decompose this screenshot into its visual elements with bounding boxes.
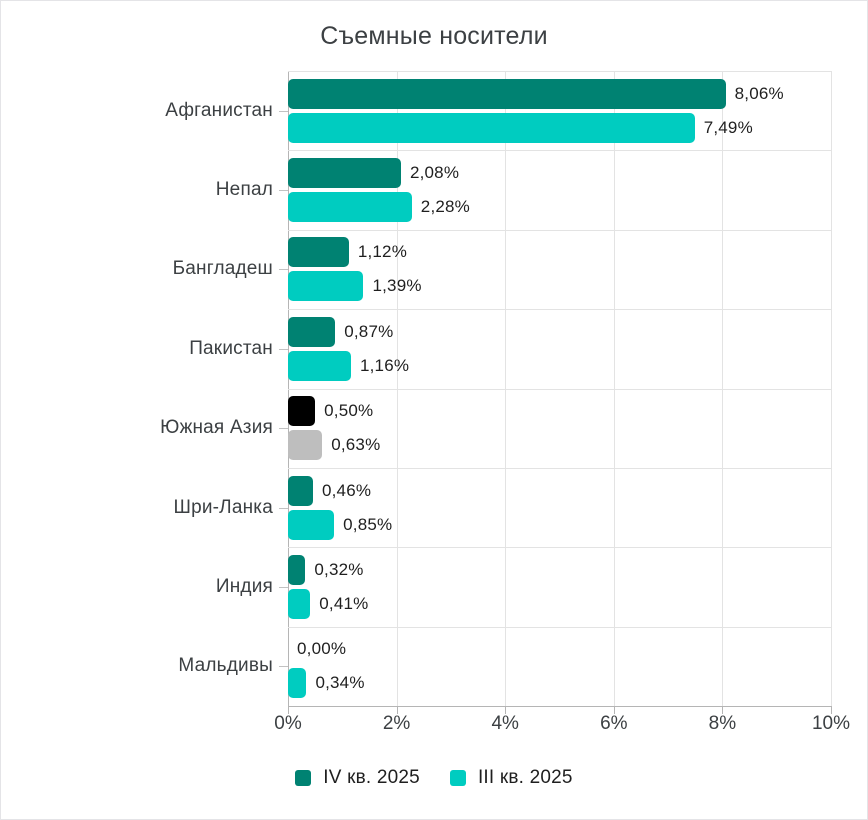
bar-q3-2025 [288, 192, 412, 223]
bar-value-label: 0,34% [315, 673, 365, 693]
x-axis-tick-label: 2% [382, 713, 411, 734]
legend-swatch-q4-2025 [295, 770, 312, 786]
row-separator [288, 229, 831, 231]
bar-value-label: 0,50% [324, 401, 374, 421]
plot-top-border [288, 71, 831, 72]
bar-q3-2025 [288, 271, 364, 302]
x-axis-tick-label: 4% [491, 713, 519, 734]
legend-label-q4-2025: IV кв. 2025 [323, 767, 420, 788]
bar-q3-2025 [288, 350, 351, 381]
category-axis-tick [279, 110, 288, 112]
category-axis-tick [279, 507, 288, 509]
bar-value-label: 0,46% [321, 480, 372, 500]
bar-q3-2025 [288, 588, 311, 619]
category-axis-tick [279, 269, 288, 271]
bar-value-label: 0,00% [297, 639, 347, 659]
legend-item-q3-2025: III кв. 2025 [449, 767, 573, 789]
category-axis-tick [279, 348, 288, 350]
bar-q4-2025 [288, 78, 726, 109]
category-axis-tick [279, 428, 288, 430]
bar-q4-2025 [288, 237, 349, 268]
category-label: Бангладеш [172, 258, 273, 280]
x-axis-tick-label: 6% [600, 713, 628, 734]
gridline-vertical [831, 71, 832, 706]
legend-swatch-q3-2025 [449, 770, 466, 786]
row-separator [288, 309, 831, 311]
x-axis-tick [831, 706, 832, 714]
bar-q4-2025 [288, 158, 401, 189]
category-axis-tick [279, 190, 288, 192]
x-axis-tick [288, 706, 289, 714]
row-separator [288, 467, 831, 469]
bar-q4-2025 [288, 475, 313, 506]
category-label: Пакистан [189, 337, 273, 359]
bar-q4-2025 [288, 316, 336, 347]
row-separator [288, 150, 831, 152]
bar-value-label: 1,39% [372, 276, 422, 296]
x-axis-tick [396, 706, 398, 714]
x-axis-line [288, 706, 832, 707]
row-separator [288, 626, 831, 628]
x-axis-tick [722, 706, 724, 714]
x-axis-tick [613, 706, 615, 714]
bar-value-label: 7,49% [703, 117, 753, 137]
row-separator [288, 388, 831, 390]
chart-legend: IV кв. 2025 III кв. 2025 [1, 767, 867, 789]
x-axis-tick [505, 706, 507, 714]
bar-value-label: 0,41% [319, 593, 369, 613]
bar-value-label: 0,85% [343, 514, 393, 534]
category-axis-tick [279, 666, 288, 668]
category-axis-tick [279, 586, 288, 588]
plot-area: 8,06% 7,49% 2,08% 2,28% 1,12% 1,39% 0,87% 1,16%… [288, 71, 832, 706]
category-label: Афганистан [165, 99, 273, 121]
category-label: Южная Азия [160, 417, 273, 439]
legend-item-q4-2025: IV кв. 2025 [295, 767, 420, 789]
category-label: Шри-Ланка [173, 496, 273, 518]
x-axis-tick-label: 0% [274, 713, 302, 734]
bar-q4-2025 [288, 554, 306, 585]
chart-title: Съемные носители [320, 22, 548, 50]
bar-value-label: 0,63% [331, 435, 381, 455]
legend-label-q3-2025: III кв. 2025 [477, 767, 573, 788]
bar-q3-2025 [288, 668, 307, 699]
bar-q3-2025 [288, 509, 335, 540]
bar-q4-2025 [288, 396, 316, 427]
bar-value-label: 2,28% [420, 197, 470, 217]
x-axis-tick-label: 8% [708, 713, 737, 734]
bar-q3-2025 [288, 112, 695, 143]
row-separator [288, 547, 831, 549]
category-label: Мальдивы [178, 655, 273, 677]
bar-value-label: 0,32% [314, 559, 364, 579]
x-axis-tick-label: 10% [811, 713, 851, 734]
bar-value-label: 2,08% [409, 163, 460, 183]
bar-value-label: 0,87% [344, 321, 394, 341]
category-label: Непал [215, 179, 273, 201]
category-label: Индия [215, 575, 273, 597]
bar-value-label: 8,06% [734, 83, 784, 103]
bar-value-label: 1,12% [357, 242, 408, 262]
bar-q3-2025 [288, 430, 323, 461]
bar-value-label: 1,16% [359, 355, 410, 375]
